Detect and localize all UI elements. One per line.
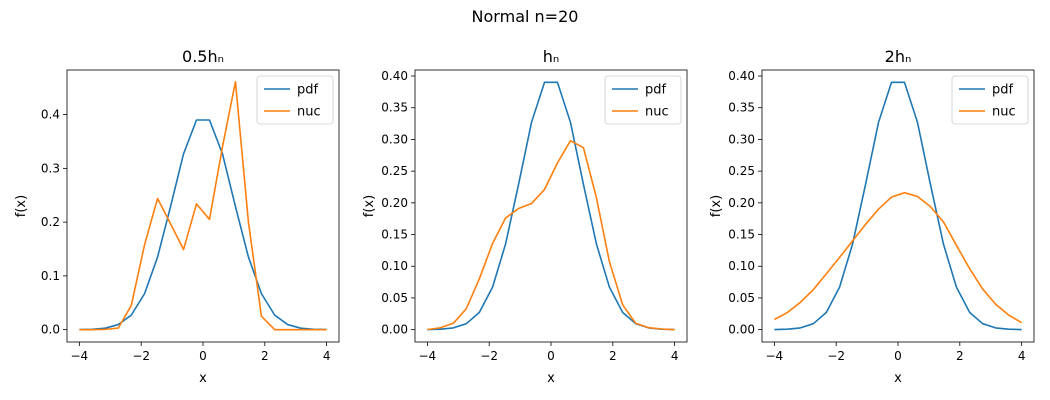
x-tick-label: 4 — [323, 349, 331, 363]
x-tick-label: 0 — [894, 349, 902, 363]
legend: pdf nuc — [951, 75, 1029, 125]
y-tick-label: 0.10 — [381, 259, 408, 273]
legend-label-pdf: pdf — [992, 83, 1014, 98]
x-tick-label: −2 — [480, 349, 498, 363]
legend-frame — [951, 75, 1029, 125]
subplot-title: hₙ — [543, 47, 560, 66]
y-tick-label: 0.40 — [381, 69, 408, 83]
y-tick-label: 0.30 — [381, 132, 408, 146]
series-line-nuc — [79, 81, 327, 331]
legend-label-pdf: pdf — [645, 83, 667, 98]
axes-frame — [761, 69, 1035, 343]
x-tick-label: 4 — [1018, 349, 1026, 363]
y-axis-label: f(x) — [709, 195, 724, 217]
x-tick-label: 0 — [547, 349, 555, 363]
y-tick-label: 0.25 — [381, 164, 408, 178]
subplot-1: 0.5hₙ −4 −2 0 2 4 0.0 0.1 0.2 0.3 0.4 x f(x) pdf nuc — [14, 47, 340, 386]
y-tick-label: 0.15 — [381, 228, 408, 242]
x-axis-label: x — [547, 371, 555, 386]
y-tick-label: 0.40 — [728, 69, 755, 83]
y-tick-label: 0.00 — [381, 323, 408, 337]
subplot-title: 2hₙ — [885, 47, 912, 66]
series-line-nuc — [427, 139, 675, 331]
y-axis-label: f(x) — [362, 195, 377, 217]
y-axis-label: f(x) — [14, 195, 29, 217]
x-tick-label: 0 — [199, 349, 207, 363]
x-tick-label: 2 — [261, 349, 269, 363]
legend: pdf nuc — [256, 75, 334, 125]
y-tick-label: 0.0 — [41, 323, 60, 337]
subplot-2: hₙ −4 −2 0 2 4 0.00 0.05 0.10 0.15 0.20 0.25 0.30 0.3… — [362, 47, 688, 386]
x-tick-label: −4 — [766, 349, 784, 363]
series-line-pdf — [427, 81, 675, 331]
y-tick-label: 0.35 — [728, 101, 755, 115]
y-tick-label: 0.20 — [728, 196, 755, 210]
y-tick-label: 0.35 — [381, 101, 408, 115]
x-tick-label: 2 — [956, 349, 964, 363]
legend-frame — [604, 75, 682, 125]
series-line-pdf — [79, 119, 327, 331]
series-line-pdf — [774, 81, 1022, 331]
x-tick-label: 2 — [609, 349, 617, 363]
legend: pdf nuc — [604, 75, 682, 125]
subplot-3: 2hₙ −4 −2 0 2 4 0.00 0.05 0.10 0.15 0.20 0.25 0.30 0.… — [709, 47, 1035, 386]
x-tick-label: −2 — [132, 349, 150, 363]
series-line-nuc — [773, 191, 1023, 324]
y-tick-label: 0.2 — [41, 215, 60, 229]
axes-frame — [66, 69, 340, 343]
x-tick-label: −4 — [71, 349, 89, 363]
subplots: 0.5hₙ−4 −2 0 2 40.00.10.20.30.4xf(x)pdfnuchₙ… — [14, 47, 1035, 386]
x-tick-label: 4 — [671, 349, 679, 363]
y-tick-label: 0.00 — [728, 323, 755, 337]
y-tick-label: 0.1 — [41, 269, 60, 283]
y-tick-label: 0.10 — [728, 259, 755, 273]
figure-title: Normal n=20 — [472, 7, 579, 26]
legend-label-pdf: pdf — [297, 83, 319, 98]
y-tick-label: 0.05 — [381, 291, 408, 305]
legend-frame — [256, 75, 334, 125]
y-tick-label: 0.05 — [728, 291, 755, 305]
x-axis-label: x — [894, 371, 902, 386]
x-axis-label: x — [199, 371, 207, 386]
x-tick-label: −2 — [827, 349, 845, 363]
y-tick-label: 0.3 — [41, 161, 60, 175]
legend-label-nuc: nuc — [297, 105, 321, 120]
subplot-title: 0.5hₙ — [182, 47, 224, 66]
legend-label-nuc: nuc — [645, 105, 669, 120]
y-tick-label: 0.30 — [728, 132, 755, 146]
y-tick-label: 0.4 — [41, 108, 60, 122]
x-tick-label: −4 — [419, 349, 437, 363]
legend-label-nuc: nuc — [992, 105, 1016, 120]
y-tick-label: 0.25 — [728, 164, 755, 178]
axes-frame — [414, 69, 688, 343]
y-tick-label: 0.15 — [728, 228, 755, 242]
y-tick-label: 0.20 — [381, 196, 408, 210]
